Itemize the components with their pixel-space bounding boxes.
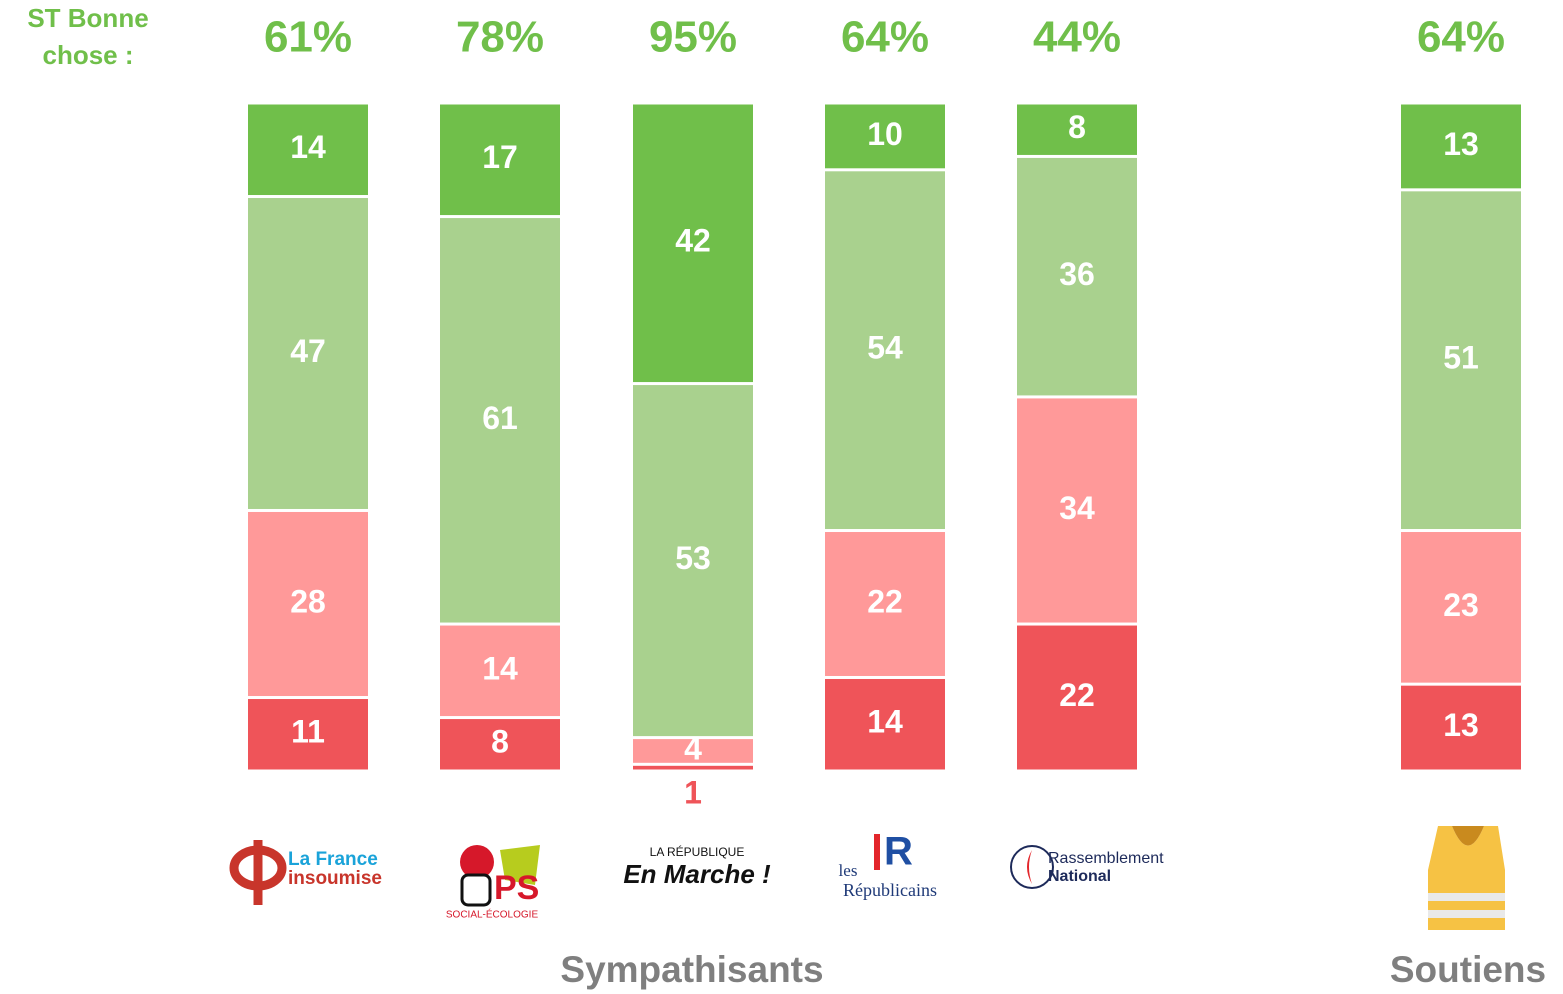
total-label: 78%	[456, 13, 544, 62]
bar-segment	[248, 198, 368, 509]
logo-text: Républicains	[843, 880, 937, 900]
bar-segment	[633, 765, 753, 770]
bar-segment	[1017, 625, 1137, 770]
segment-label: 14	[290, 129, 326, 165]
logo-shape	[1027, 850, 1032, 884]
logo-text: En Marche !	[623, 859, 771, 889]
logo-shape	[500, 845, 540, 885]
bar-segment	[1017, 398, 1137, 623]
logo-lr: R les Républicains	[839, 830, 937, 901]
logo-shape	[1428, 826, 1505, 930]
bar-segment	[440, 625, 560, 717]
bar-segment	[1017, 157, 1137, 396]
bar-segment	[1017, 104, 1137, 155]
bar-segment	[1401, 104, 1521, 189]
bar-segment	[248, 699, 368, 770]
segment-label: 22	[1059, 677, 1095, 713]
logo-lrem: LA RÉPUBLIQUE En Marche !	[623, 844, 771, 889]
bar-segment	[633, 385, 753, 737]
bar-segment	[440, 218, 560, 623]
bar-segment	[825, 171, 945, 530]
segment-label: 47	[290, 333, 326, 369]
logo-text: LA RÉPUBLIQUE	[650, 844, 745, 859]
logo-text: SOCIAL-ÉCOLOGIE	[446, 908, 539, 921]
total-label: 64%	[1417, 13, 1505, 62]
bar-segment	[825, 532, 945, 676]
segment-label: 13	[1443, 126, 1479, 162]
logo-text: Rassemblement	[1048, 850, 1164, 867]
group-label: Sympathisants	[560, 949, 823, 990]
segment-label: 1	[684, 774, 702, 810]
segment-label: 8	[1068, 109, 1086, 145]
logo-shape	[1428, 910, 1505, 918]
segment-label: 36	[1059, 256, 1095, 292]
segment-label: 4	[684, 730, 702, 766]
group-label: Soutiens	[1390, 949, 1546, 990]
logo-shape	[1452, 826, 1484, 846]
segment-label: 14	[867, 704, 903, 740]
segment-label: 34	[1059, 490, 1095, 526]
segment-label: 8	[491, 724, 509, 760]
logo-shape	[874, 834, 880, 870]
total-label: 61%	[264, 13, 352, 62]
segment-label: 13	[1443, 707, 1479, 743]
heading: ST Bonne	[27, 3, 148, 33]
logo-ps: PS SOCIAL-ÉCOLOGIE	[446, 845, 540, 921]
logo-rn: Rassemblement National	[1010, 845, 1164, 889]
bar-segment	[248, 511, 368, 697]
bar-segment	[633, 739, 753, 763]
segment-label: 11	[291, 714, 325, 750]
logo-shape: R	[884, 830, 913, 874]
logo-text: National	[1048, 868, 1111, 885]
logo-text: La France	[288, 849, 378, 870]
logo-lfi: La France insoumise	[229, 840, 382, 905]
bar-segment	[440, 104, 560, 216]
segment-label: 17	[482, 139, 518, 175]
bar-segment	[825, 678, 945, 770]
total-label: 44%	[1033, 13, 1121, 62]
bar-segment	[440, 719, 560, 770]
total-label: 64%	[841, 13, 929, 62]
segment-label: 22	[867, 583, 903, 619]
logo-text: les	[839, 861, 858, 880]
logo-shape	[460, 873, 492, 907]
logo-shape	[460, 845, 494, 879]
logo-shape	[1010, 845, 1054, 889]
segment-label: 61	[482, 400, 518, 436]
logo-vest	[1428, 826, 1505, 930]
segment-label: 53	[675, 540, 711, 576]
bar-segment	[825, 104, 945, 169]
total-label: 95%	[649, 13, 737, 62]
segment-label: 28	[290, 583, 326, 619]
bar-segment	[248, 104, 368, 196]
segment-label: 10	[867, 116, 903, 152]
logo-shape	[1428, 893, 1505, 901]
segment-label: 42	[675, 223, 711, 259]
segment-label: 54	[867, 330, 903, 366]
segment-label: 14	[482, 650, 518, 686]
bar-segment	[1401, 685, 1521, 770]
segment-label: 23	[1443, 587, 1479, 623]
segment-label: 51	[1443, 340, 1479, 376]
bar-segment	[1401, 191, 1521, 530]
logo-text: insoumise	[288, 868, 382, 889]
bar-segment	[1401, 532, 1521, 683]
logo-text: PS	[494, 869, 539, 907]
bar-segment	[633, 104, 753, 383]
heading: chose :	[42, 40, 133, 70]
